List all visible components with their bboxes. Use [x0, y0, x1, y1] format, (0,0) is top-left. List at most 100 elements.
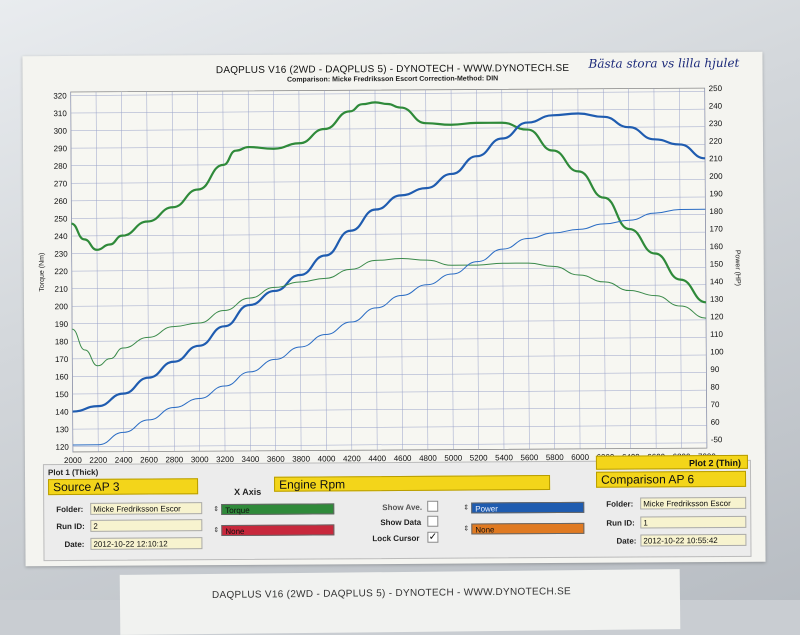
- plot2-folder-field[interactable]: Micke Fredriksson Escor: [640, 496, 747, 510]
- channel1-select[interactable]: Torque: [221, 503, 335, 516]
- channel4-arrows-icon[interactable]: ⇕: [463, 525, 470, 533]
- plot1-date-field[interactable]: 2012-10-22 12:10:12: [90, 537, 203, 550]
- x-tick-label: 3000: [191, 455, 209, 464]
- x-tick-label: 4600: [394, 454, 412, 463]
- grid-line-x: [450, 89, 454, 450]
- plot1-source-select[interactable]: Source AP 3: [48, 478, 199, 496]
- y-right-tick-label: 230: [709, 119, 723, 128]
- grid-line-x: [425, 89, 429, 450]
- y-axis-label-left: Torque (Nm): [39, 253, 46, 292]
- y-left-tick-label: 290: [54, 144, 68, 153]
- y-left-tick-label: 210: [54, 285, 68, 294]
- grid-line-x: [197, 91, 200, 452]
- y-left-tick-label: 140: [55, 408, 69, 417]
- x-tick-label: 4200: [343, 454, 361, 463]
- lock-cursor-checkbox[interactable]: ✓: [427, 531, 439, 543]
- x-tick-label: 5400: [495, 453, 513, 462]
- grid-line-y: [70, 126, 705, 131]
- plot2-title: Plot 2 (Thin): [595, 454, 748, 470]
- y-right-tick-label: 60: [711, 418, 721, 427]
- grid-line-y: [71, 302, 706, 307]
- plot1-runid-field[interactable]: 2: [90, 519, 203, 532]
- y-left-tick-label: 320: [53, 92, 67, 101]
- grid-line-y: [72, 389, 707, 395]
- y-right-tick-label: 250: [709, 84, 723, 93]
- dyno-printout: DAQPLUS V16 (2WD - DAQPLUS 5) - DYNOTECH…: [22, 51, 766, 567]
- x-tick-label: 2800: [165, 455, 183, 464]
- y-right-tick-label: 110: [710, 330, 723, 339]
- series-lines: [71, 101, 707, 446]
- xaxis-label: X Axis: [234, 486, 262, 497]
- grid-line-y: [72, 407, 707, 412]
- plot2-torque-line: [71, 258, 707, 367]
- y-left-tick-label: 310: [53, 109, 67, 118]
- grid-line-y: [72, 372, 707, 377]
- y-left-tick-label: 120: [55, 443, 69, 452]
- show-data-label: Show Data: [380, 517, 422, 528]
- grid-line-y: [72, 337, 707, 342]
- lock-cursor-label: Lock Cursor: [372, 533, 420, 544]
- plot2-runid-label: Run ID:: [606, 518, 635, 528]
- grid-line-x: [171, 91, 175, 452]
- plot2-power-line: [72, 208, 706, 446]
- grid-line-x: [222, 91, 226, 452]
- y-right-tick-label: 130: [710, 295, 724, 304]
- grid-line-y: [72, 319, 707, 325]
- grid-line-x: [374, 90, 378, 451]
- channel2-select[interactable]: None: [221, 524, 335, 537]
- grid-line-x: [121, 91, 124, 452]
- y-axis-label-right: Power (HP): [734, 250, 741, 286]
- underlying-sheet-header: DAQPLUS V16 (2WD - DAQPLUS 5) - DYNOTECH…: [211, 586, 572, 601]
- y-right-tick-label: 100: [710, 347, 724, 356]
- y-right-tick-label: -50: [711, 435, 723, 444]
- channel4-select[interactable]: None: [471, 522, 585, 535]
- x-tick-label: 2000: [64, 456, 82, 465]
- y-right-tick-label: 170: [709, 224, 723, 233]
- xaxis-select[interactable]: Engine Rpm: [274, 475, 551, 492]
- y-right-tick-label: 90: [710, 365, 720, 374]
- y-left-tick-label: 220: [54, 267, 68, 276]
- channel1-arrows-icon[interactable]: ⇕: [213, 506, 220, 514]
- plot1-folder-field[interactable]: Micke Fredriksson Escor: [90, 502, 203, 515]
- underlying-sheet: DAQPLUS V16 (2WD - DAQPLUS 5) - DYNOTECH…: [119, 569, 681, 635]
- grid-line-y: [70, 108, 705, 114]
- y-right-tick-label: 160: [710, 242, 724, 251]
- x-tick-label: 3800: [292, 455, 310, 464]
- x-tick-label: 5000: [444, 454, 462, 463]
- show-data-checkbox[interactable]: [427, 515, 439, 527]
- channel3-arrows-icon[interactable]: ⇕: [463, 504, 470, 512]
- grid-line-x: [501, 89, 505, 450]
- grid-line-x: [400, 89, 403, 450]
- y-left-tick-label: 240: [54, 232, 68, 241]
- grid: [70, 88, 708, 452]
- show-ave-checkbox[interactable]: [427, 500, 439, 512]
- grid-line-x: [577, 88, 581, 449]
- grid-line-y: [72, 354, 707, 360]
- channel2-arrows-icon[interactable]: ⇕: [213, 527, 220, 535]
- grid-line-y: [71, 144, 706, 149]
- plot1-date-label: Date:: [64, 539, 85, 550]
- grid-line-x: [552, 89, 555, 450]
- y-right-tick-label: 70: [711, 400, 721, 409]
- y-right-tick-label: 180: [709, 207, 723, 216]
- grid-line-x: [247, 90, 251, 451]
- plot1-torque-line: [71, 101, 707, 304]
- grid-line-x: [602, 88, 606, 449]
- plot2-source-select[interactable]: Comparison AP 6: [595, 470, 747, 488]
- x-tick-label: 5200: [470, 453, 488, 462]
- plot2-runid-field[interactable]: 1: [640, 515, 747, 529]
- plot1-runid-label: Run ID:: [56, 521, 85, 532]
- y-left-tick-label: 190: [55, 320, 69, 329]
- x-tick-label: 3600: [267, 455, 285, 464]
- grid-line-x: [653, 88, 657, 449]
- y-right-tick-label: 120: [710, 312, 724, 321]
- plot2-date-field[interactable]: 2012-10-22 10:55:42: [640, 533, 747, 547]
- x-tick-label: 3200: [216, 455, 234, 464]
- x-tick-label: 4400: [368, 454, 386, 463]
- y-left-tick-label: 200: [55, 302, 69, 311]
- y-right-tick-label: 150: [710, 260, 724, 269]
- x-tick-label: 4000: [318, 454, 336, 463]
- grid-line-x: [526, 89, 530, 450]
- grid-line-y: [71, 266, 706, 272]
- channel3-select[interactable]: Power: [471, 501, 585, 514]
